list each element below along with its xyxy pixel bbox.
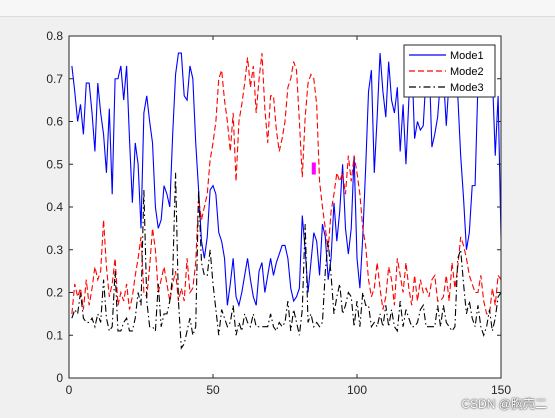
- y-tick-label: 0.8: [46, 29, 63, 43]
- x-tick-label: 0: [66, 383, 73, 397]
- y-tick-label: 0.7: [46, 72, 63, 86]
- y-tick-label: 0.3: [46, 243, 63, 257]
- series-line-mode2: [71, 53, 502, 315]
- legend: Mode1 Mode2 Mode3: [403, 44, 496, 98]
- y-tick-label: 0.4: [46, 200, 63, 214]
- x-tick-label: 50: [206, 383, 220, 397]
- legend-label-mode3: Mode3: [450, 82, 484, 94]
- y-tick-label: 0.2: [46, 286, 63, 300]
- figure-toolbar: [0, 0, 555, 17]
- x-tick-label: 150: [491, 383, 511, 397]
- y-tick-label: 0.6: [46, 115, 63, 129]
- watermark: CSDN @胸壳二: [461, 397, 547, 411]
- legend-label-mode1: Mode1: [450, 50, 484, 62]
- axes-layer: 0 50 100 150 0 0.1 0.2 0.3 0.4 0.5 0.6 0.7 0.8: [46, 29, 511, 397]
- y-tick-label: 0: [56, 371, 63, 385]
- legend-label-mode2: Mode2: [450, 66, 484, 78]
- y-tick-label: 0.1: [46, 328, 63, 342]
- data-marker: [311, 162, 316, 175]
- series-line-mode3: [71, 172, 502, 350]
- x-tick-label: 100: [347, 383, 367, 397]
- y-tick-label: 0.5: [46, 157, 63, 171]
